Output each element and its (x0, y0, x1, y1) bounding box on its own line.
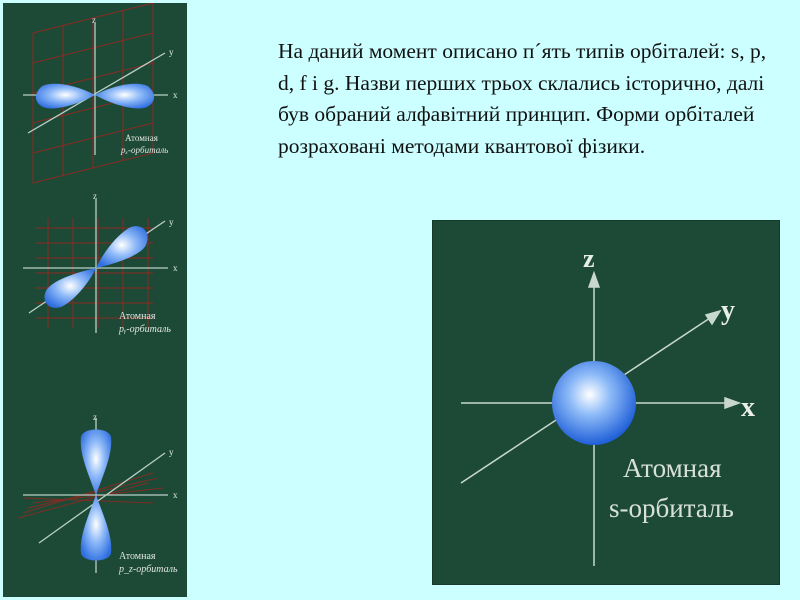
z-axis-label: z (93, 191, 97, 201)
figure-caption-line1: Атомная (119, 551, 156, 562)
x-axis-label: x (741, 392, 755, 423)
px-orbital-figure: z y x Атомная pₓ-орбиталь (23, 3, 178, 184)
x-axis-label: x (173, 263, 178, 273)
figure-caption-line1: Атомная (119, 311, 156, 322)
figure-caption-line2: p_z-орбиталь (118, 564, 178, 575)
slide-body-text: На даний момент описано п´ять типів орбі… (278, 39, 767, 158)
z-axis-label: z (93, 412, 97, 422)
figure-caption-line2: s-орбиталь (609, 493, 734, 523)
z-axis-label: z (583, 244, 595, 273)
s-orbital-figure: z y x Атомная s-орбиталь (432, 220, 780, 585)
z-axis-label: z (92, 15, 96, 25)
py-orbital-figure: z y x Атомная pᵧ-орбиталь (23, 191, 178, 335)
figure-caption-line2: pₓ-орбиталь (120, 145, 168, 155)
y-axis-label: y (169, 447, 174, 457)
pz-orbital-figure: z y x Атомная p_z-орбиталь (17, 412, 178, 575)
x-axis-label: x (173, 490, 178, 500)
s-orbital-illustration: z y x Атомная s-орбиталь (460, 244, 755, 566)
x-axis-label: x (173, 90, 178, 100)
figure-caption-line1: Атомная (623, 453, 722, 483)
figure-caption-line1: Атомная (125, 133, 158, 143)
orbital-figures-panel: z y x Атомная pₓ-орбиталь z y x Атомная … (3, 3, 187, 597)
figure-caption-line2: pᵧ-орбиталь (118, 324, 171, 335)
p-orbitals-illustration: z y x Атомная pₓ-орбиталь z y x Атомная … (17, 3, 178, 575)
y-axis-label: y (169, 217, 174, 227)
y-axis-label: y (169, 47, 174, 57)
y-axis-label: y (721, 295, 735, 326)
